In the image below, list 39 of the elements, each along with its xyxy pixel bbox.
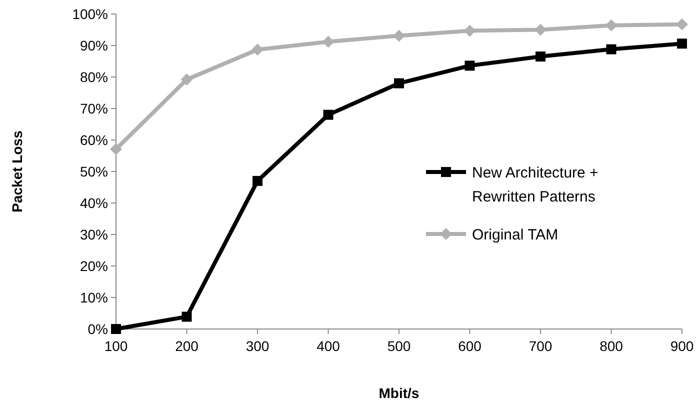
- y-tick-label: 10%: [80, 289, 108, 306]
- x-tick-label: 700: [528, 338, 552, 354]
- point: [536, 52, 546, 62]
- point: [464, 60, 475, 71]
- y-axis-title: Packet Loss: [9, 130, 25, 212]
- y-tick-label: 70%: [80, 100, 108, 116]
- legend-label: New Architecture + Rewritten Patterns: [472, 164, 599, 206]
- y-tick-label: 90%: [80, 37, 108, 54]
- x-tick-label: 600: [458, 338, 482, 354]
- y-tick-label: 50%: [80, 163, 108, 180]
- x-tick-label: 800: [600, 338, 624, 354]
- point: [394, 78, 404, 88]
- y-tick-label: 60%: [80, 132, 108, 148]
- point: [606, 44, 616, 54]
- point: [182, 312, 192, 322]
- point: [534, 24, 546, 36]
- point: [322, 36, 334, 48]
- point: [110, 143, 122, 156]
- point: [393, 30, 405, 42]
- x-axis-title: Mbit/s: [378, 385, 420, 401]
- y-tick-label: 30%: [80, 226, 108, 242]
- x-tick-label: 100: [104, 338, 128, 354]
- point: [111, 324, 121, 334]
- point: [180, 74, 193, 86]
- point: [252, 176, 262, 186]
- y-tick-label: 80%: [80, 68, 108, 85]
- y-tick-label: 100%: [72, 6, 108, 22]
- point: [252, 44, 264, 56]
- x-tick-label: 300: [246, 338, 270, 354]
- point: [677, 38, 687, 49]
- y-tick-label: 20%: [80, 258, 108, 274]
- x-tick-label: 500: [387, 338, 411, 354]
- y-tick-label: 0%: [88, 320, 108, 337]
- x-tick-label: 200: [175, 338, 199, 354]
- x-tick-label: 400: [316, 338, 340, 354]
- point: [323, 110, 334, 120]
- x-tick-label: 900: [670, 338, 694, 354]
- y-tick-label: 40%: [80, 194, 108, 211]
- legend-label: Original TAM: [472, 226, 558, 244]
